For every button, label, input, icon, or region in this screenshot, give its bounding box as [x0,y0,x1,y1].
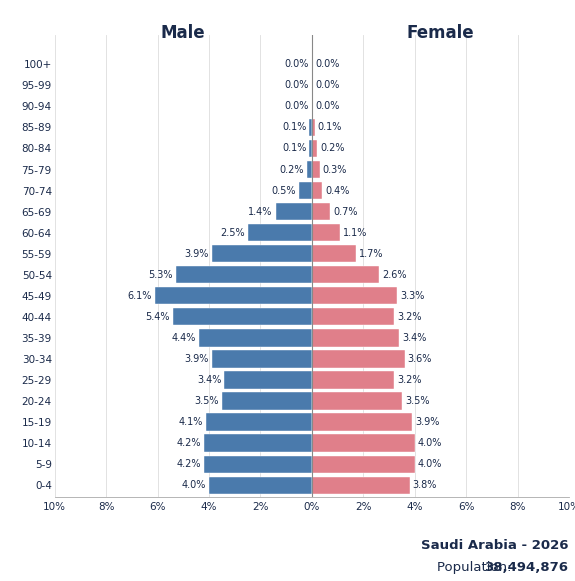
Text: 2.6%: 2.6% [382,270,407,279]
Text: 3.2%: 3.2% [397,312,422,322]
Text: 4.4%: 4.4% [171,333,196,343]
Bar [173,308,312,325]
Text: 38,494,876: 38,494,876 [484,561,568,573]
Bar [204,435,312,451]
Text: 0.0%: 0.0% [285,59,309,69]
Bar [312,140,317,157]
Bar [204,456,312,473]
Bar [312,119,315,136]
Text: Saudi Arabia - 2026: Saudi Arabia - 2026 [420,539,568,552]
Bar [206,414,312,431]
Text: 4.2%: 4.2% [177,459,201,469]
Bar [312,245,356,263]
Text: 3.8%: 3.8% [413,480,437,490]
Text: 3.3%: 3.3% [400,291,424,301]
Text: 3.9%: 3.9% [184,354,209,364]
Text: 0.1%: 0.1% [282,144,306,153]
Bar [212,350,312,368]
Bar [312,266,379,284]
Text: 5.4%: 5.4% [145,312,170,322]
Bar [312,161,320,178]
Text: 3.5%: 3.5% [194,396,219,406]
Text: 6.1%: 6.1% [128,291,152,301]
Text: 0.1%: 0.1% [317,123,342,132]
Bar [312,287,397,304]
Text: Female: Female [407,24,474,42]
Bar [209,476,312,494]
Bar [307,161,312,178]
Bar [309,119,312,136]
Bar [312,203,330,220]
Bar [222,392,312,410]
Text: 3.9%: 3.9% [184,249,209,259]
Bar [175,266,312,284]
Text: 0.4%: 0.4% [325,185,350,196]
Text: 4.2%: 4.2% [177,438,201,448]
Text: 0.0%: 0.0% [285,102,309,112]
Text: 0.0%: 0.0% [315,80,339,91]
Text: 1.7%: 1.7% [359,249,384,259]
Bar [312,392,402,410]
Bar [248,224,312,241]
Text: PopulationPyramid.net: PopulationPyramid.net [14,552,187,565]
Bar [312,182,322,199]
Bar [312,435,415,451]
Bar [309,140,312,157]
Bar [312,308,394,325]
Text: 2.5%: 2.5% [220,228,244,238]
Bar [312,329,400,346]
Text: 4.0%: 4.0% [418,459,442,469]
Bar [312,456,415,473]
Text: 0.0%: 0.0% [315,59,339,69]
Text: 3.4%: 3.4% [402,333,427,343]
Text: 0.0%: 0.0% [285,80,309,91]
Text: 4.0%: 4.0% [182,480,206,490]
Text: 1.4%: 1.4% [248,207,273,217]
Bar [312,371,394,389]
Text: 3.5%: 3.5% [405,396,430,406]
Bar [312,476,410,494]
Text: Population:: Population: [437,561,516,573]
Text: 0.2%: 0.2% [279,164,304,174]
Bar [312,350,405,368]
Text: 0.0%: 0.0% [315,102,339,112]
Text: 0.1%: 0.1% [282,123,306,132]
Text: Male: Male [161,24,206,42]
Text: 0.2%: 0.2% [320,144,344,153]
Bar [155,287,312,304]
Text: 0.7%: 0.7% [333,207,358,217]
Bar [299,182,312,199]
Text: 3.2%: 3.2% [397,375,422,385]
Text: 4.0%: 4.0% [418,438,442,448]
Bar [199,329,312,346]
Text: 0.3%: 0.3% [323,164,347,174]
Text: 0.5%: 0.5% [271,185,296,196]
Text: 3.9%: 3.9% [415,417,440,427]
Bar [276,203,312,220]
Text: 5.3%: 5.3% [148,270,172,279]
Text: 3.4%: 3.4% [197,375,221,385]
Bar [312,224,340,241]
Bar [212,245,312,263]
Bar [224,371,312,389]
Bar [312,414,412,431]
Text: 1.1%: 1.1% [343,228,367,238]
Text: 3.6%: 3.6% [408,354,432,364]
Text: 4.1%: 4.1% [179,417,204,427]
